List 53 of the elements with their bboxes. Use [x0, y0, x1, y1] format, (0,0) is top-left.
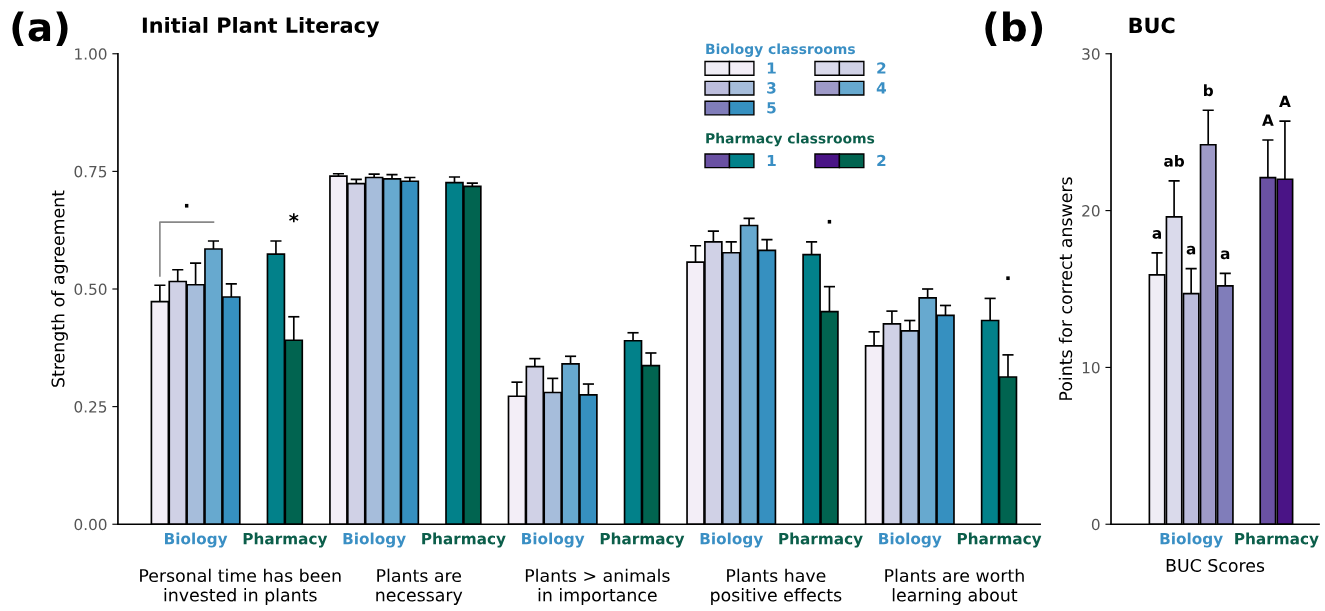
- annotation: a: [1186, 245, 1196, 255]
- annotation: A: [1262, 114, 1274, 126]
- y-tick-label: 30: [1082, 48, 1100, 60]
- x-tick-label: Pharmacy: [422, 532, 506, 548]
- annotation: a: [1220, 250, 1230, 260]
- text: (b): [985, 11, 1043, 47]
- annotation: ab: [1164, 154, 1185, 167]
- chart-title: BUC: [1129, 17, 1175, 34]
- y-tick-label: 1.00: [75, 48, 107, 60]
- legend-label: 2: [877, 154, 886, 167]
- annotation: ·: [827, 219, 832, 224]
- x-tick-label: Biology: [164, 532, 228, 548]
- annotation: b: [1204, 84, 1213, 97]
- legend-label: 3: [767, 82, 776, 94]
- x-tick-label: Pharmacy: [600, 532, 685, 548]
- x-tick-label: Biology: [879, 532, 942, 548]
- legend-label: 1: [767, 62, 776, 74]
- text: (a): [12, 11, 68, 47]
- x-tick-label: Biology: [522, 532, 585, 548]
- y-axis-title: Points for correct answers: [1058, 177, 1073, 400]
- x-tick-label: Pharmacy: [957, 532, 1042, 548]
- text: Plants > animals in importance: [525, 568, 670, 605]
- annotation: *: [289, 213, 299, 223]
- x-tick-label: Biology: [1160, 532, 1223, 548]
- y-tick-label: 0: [1091, 518, 1100, 531]
- y-axis-title: Strength of agreement: [51, 190, 68, 387]
- annotation: ·: [1006, 276, 1010, 281]
- y-tick-label: 0.00: [74, 518, 107, 531]
- x-tick-label: Pharmacy: [243, 532, 328, 548]
- legend-label: 1: [767, 154, 776, 167]
- y-tick-label: 20: [1082, 205, 1100, 217]
- x-tick-label: Biology: [700, 532, 763, 548]
- annotation: a: [1152, 230, 1162, 239]
- y-tick-label: 0.25: [74, 401, 107, 413]
- x-tick-label: Pharmacy: [779, 532, 863, 548]
- legend-label: 2: [877, 62, 886, 74]
- legend-title: Biology classrooms: [706, 43, 855, 57]
- x-axis-title: BUC Scores: [1166, 558, 1265, 573]
- text: Plants have positive effects: [711, 568, 842, 605]
- legend-label: 5: [767, 102, 776, 114]
- x-tick-label: Biology: [343, 532, 406, 548]
- annotation: A: [1279, 95, 1291, 107]
- y-tick-label: 0.75: [74, 165, 107, 178]
- y-tick-label: 0.50: [74, 283, 107, 296]
- text: Personal time has been invested in plants: [140, 568, 341, 605]
- annotation: Pharmacy classrooms: [706, 132, 875, 147]
- text: Plants are necessary: [376, 568, 463, 605]
- y-tick-label: 10: [1082, 361, 1100, 374]
- chart-title: Initial Plant Literacy: [142, 16, 380, 38]
- annotation: ·: [184, 203, 189, 208]
- legend-label: 4: [876, 82, 886, 94]
- x-tick-label: Pharmacy: [1235, 532, 1319, 548]
- text: Plants are worth learning about: [885, 568, 1024, 605]
